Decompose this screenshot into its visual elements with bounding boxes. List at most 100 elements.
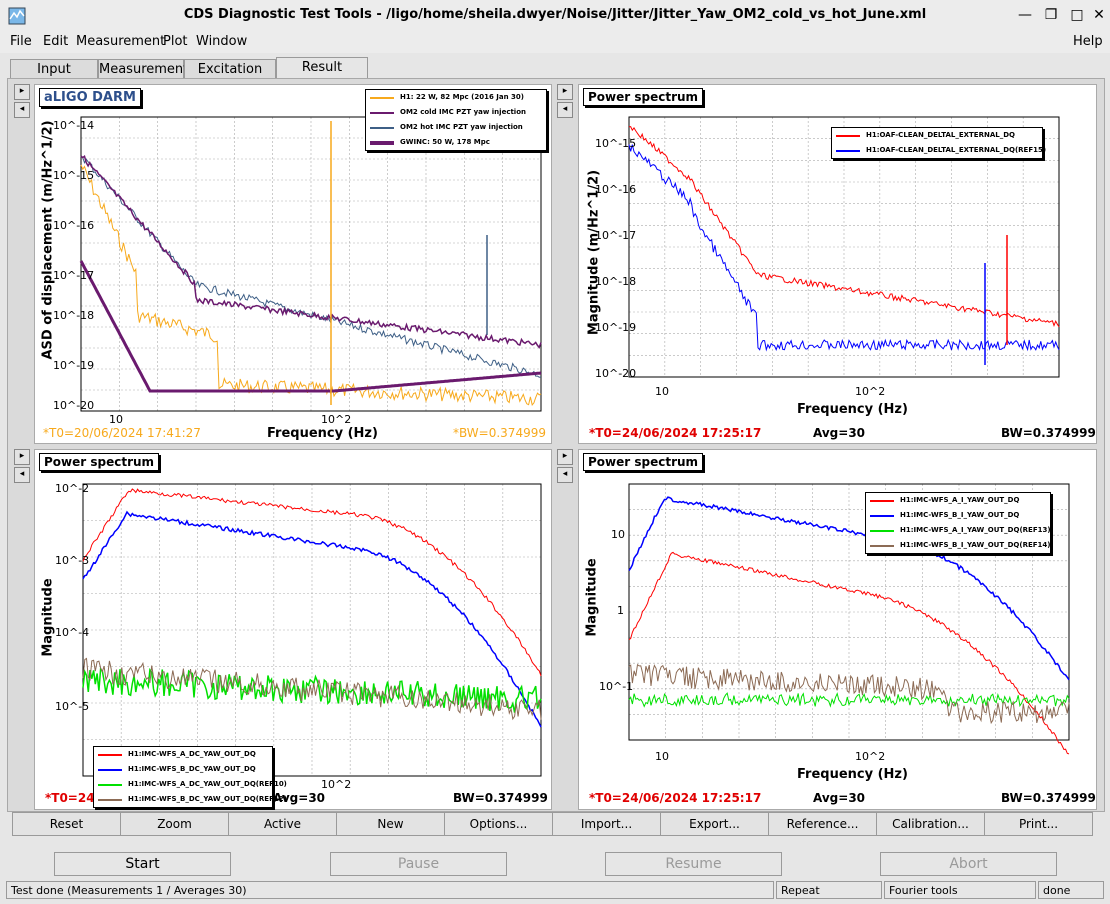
legend-label: H1: 22 W, 82 Mpc (2016 Jan 30) [400,93,524,101]
tab-bar: Input Measurement Excitation Result [8,57,1100,80]
legend-item: H1:IMC-WFS_B_I_YAW_OUT_DQ(REF14) [866,538,1050,553]
legend-swatch [370,141,394,145]
plot1-canvas[interactable]: aLIGO DARM ASD of displacement (m/Hz^1/2… [34,84,552,444]
legend-item: H1:IMC-WFS_A_DC_YAW_OUT_DQ [94,747,272,762]
plot2-header: Power spectrum [583,88,704,106]
legend-swatch [836,135,860,137]
legend-label: H1:IMC-WFS_B_DC_YAW_OUT_DQ [128,765,256,773]
plot4-t0: *T0=24/06/2024 17:25:17 [589,791,762,805]
reference-button[interactable]: Reference... [768,812,877,836]
legend-item: H1:IMC-WFS_A_I_YAW_OUT_DQ [866,493,1050,508]
legend-swatch [836,150,860,152]
trace-steel [80,156,542,378]
menu-help[interactable]: Help [1073,34,1103,49]
plot1-xlabel: Frequency (Hz) [267,426,378,441]
tab-measurement[interactable]: Measurement [98,59,188,79]
active-button[interactable]: Active [228,812,337,836]
legend-item: H1:IMC-WFS_B_DC_YAW_OUT_DQ [94,762,272,777]
plot1-ytick: 10^-16 [53,219,95,232]
calibration-button[interactable]: Calibration... [876,812,985,836]
abort-button[interactable]: Abort [880,852,1057,876]
tab-input[interactable]: Input [10,59,98,79]
plot4-canvas[interactable]: Power spectrum Magnitude Frequency (Hz) … [578,449,1097,810]
plot3-svg [82,483,542,777]
trace-blue [82,510,542,728]
plot2-collapse-icon[interactable]: ◂ [557,102,573,118]
print-button[interactable]: Print... [984,812,1093,836]
start-button[interactable]: Start [54,852,231,876]
plot2-xlabel: Frequency (Hz) [797,402,908,417]
plot4-xtick: 10^2 [855,750,886,763]
trace-orange [80,164,542,406]
status-done: done [1038,881,1104,899]
plot2-canvas[interactable]: Power spectrum Magnitude (m/Hz^1/2) Freq… [578,84,1097,444]
menu-bar: File Edit Measurement Plot Window Help [0,31,1110,53]
trace-brown [82,657,542,721]
plot2-ytick: 10^-18 [595,275,637,288]
trace-purple [80,155,542,349]
legend-label: H1:IMC-WFS_A_I_YAW_OUT_DQ [900,496,1020,504]
reset-button[interactable]: Reset [12,812,121,836]
trace-blue [628,144,1060,352]
plot3-xtick: 10^2 [321,778,352,791]
plot3-ytick: 10^-4 [55,626,90,639]
plot1-ytick: 10^-18 [53,309,95,322]
legend-item: H1: 22 W, 82 Mpc (2016 Jan 30) [366,90,546,105]
import-button[interactable]: Import... [552,812,661,836]
maximize-icon[interactable]: □ [1070,7,1084,23]
legend-item: OM2 cold IMC PZT yaw injection [366,105,546,120]
plot3-collapse-icon[interactable]: ◂ [14,467,30,483]
plot4-legend: H1:IMC-WFS_A_I_YAW_OUT_DQ H1:IMC-WFS_B_I… [865,492,1051,554]
plot2-avg: Avg=30 [813,426,866,440]
trace-brown [628,663,1070,725]
minimize-icon[interactable]: — [1018,7,1032,23]
legend-item: H1:IMC-WFS_A_DC_YAW_OUT_DQ(REF10) [94,777,287,792]
plot3-avg: Avg=30 [273,791,326,805]
pause-button[interactable]: Pause [330,852,507,876]
plot1-expand-icon[interactable]: ▸ [14,84,30,100]
tab-result[interactable]: Result [276,57,368,80]
plot1-ytick: 10^-15 [53,169,95,182]
plot1-collapse-icon[interactable]: ◂ [14,102,30,118]
plot4-ytick: 1 [617,604,624,617]
trace-green [628,692,1070,708]
plot4-expand-icon[interactable]: ▸ [557,449,573,465]
legend-swatch [98,769,122,771]
legend-label: H1:IMC-WFS_B_I_YAW_OUT_DQ [900,511,1020,519]
plot3-expand-icon[interactable]: ▸ [14,449,30,465]
resume-button[interactable]: Resume [605,852,782,876]
menu-edit[interactable]: Edit [43,34,69,49]
legend-label: GWINC: 50 W, 178 Mpc [400,138,490,146]
window-titlebar: CDS Diagnostic Test Tools - /ligo/home/s… [0,0,1110,32]
menu-measurement[interactable]: Measurement [76,34,166,49]
trace-red [82,488,542,677]
legend-label: H1:OAF-CLEAN_DELTAL_EXTERNAL_DQ [866,131,1015,139]
new-button[interactable]: New [336,812,445,836]
export-button[interactable]: Export... [660,812,769,836]
trace-green [82,667,542,713]
plot2-ytick: 10^-15 [595,137,637,150]
plot3-canvas[interactable]: Power spectrum Magnitude *T0=24/06/2024 … [34,449,552,810]
zoom-button[interactable]: Zoom [120,812,229,836]
plot-frame [82,483,542,777]
window-title: CDS Diagnostic Test Tools - /ligo/home/s… [183,7,927,22]
tab-excitation[interactable]: Excitation [184,59,276,79]
options-button[interactable]: Options... [444,812,553,836]
plot3-ylabel: Magnitude [40,578,56,657]
menu-window[interactable]: Window [196,34,248,49]
menu-file[interactable]: File [10,34,32,49]
status-repeat: Repeat [776,881,882,899]
plot4-avg: Avg=30 [813,791,866,805]
restore-icon[interactable]: ❐ [1044,7,1058,23]
plot1-ytick: 10^-20 [53,399,95,412]
menu-plot[interactable]: Plot [163,34,188,49]
plot4-collapse-icon[interactable]: ◂ [557,467,573,483]
plot-frame [628,116,1060,378]
plot1-header: aLIGO DARM [39,88,141,107]
plot1-legend: H1: 22 W, 82 Mpc (2016 Jan 30) OM2 cold … [365,89,547,151]
close-icon[interactable]: ✕ [1093,7,1105,23]
plot2-ytick: 10^-20 [595,367,637,380]
app-icon [8,7,26,25]
plot2-expand-icon[interactable]: ▸ [557,84,573,100]
plot3-bw: BW=0.374999 [453,791,548,805]
